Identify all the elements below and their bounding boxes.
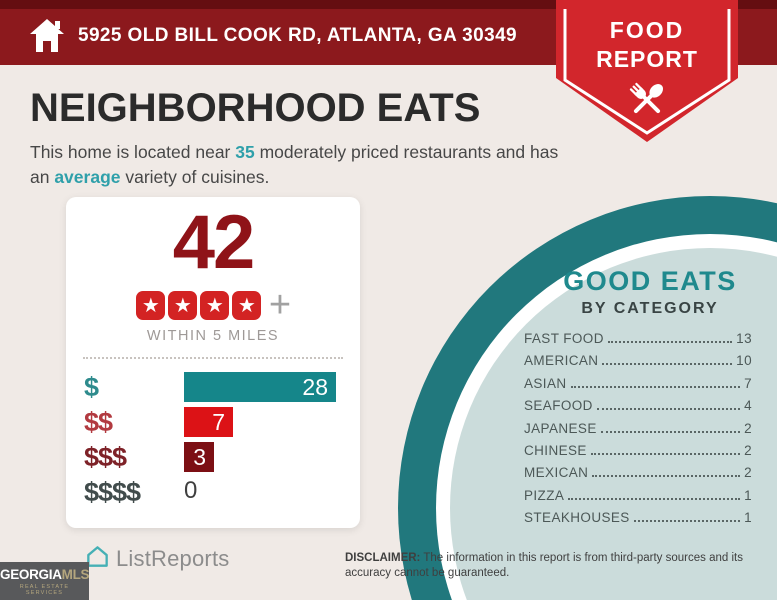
restaurant-count: 35 bbox=[235, 142, 255, 162]
price-tier-label: $ bbox=[84, 371, 99, 402]
bar-value: 3 bbox=[193, 443, 206, 470]
category-label: MEXICAN bbox=[524, 465, 589, 481]
dotted-leader bbox=[602, 363, 733, 366]
good-eats-header: GOOD EATS BY CATEGORY bbox=[500, 266, 777, 318]
home-icon bbox=[28, 16, 66, 61]
property-address: 5925 OLD BILL COOK RD, ATLANTA, GA 30349 bbox=[78, 25, 518, 46]
ribbon-shape bbox=[556, 0, 738, 142]
category-row: SEAFOOD 4 bbox=[524, 398, 752, 420]
category-row: CHINESE 2 bbox=[524, 443, 752, 465]
disclaimer-label: DISCLAIMER: bbox=[345, 552, 421, 564]
bar-row: $$ 7 bbox=[84, 407, 342, 437]
listreports-wordmark: ListReports bbox=[116, 546, 230, 571]
category-label: PIZZA bbox=[524, 487, 565, 503]
bar-track: 28 bbox=[184, 372, 342, 402]
category-count: 13 bbox=[736, 331, 752, 346]
badge-line2: REPORT bbox=[596, 46, 698, 72]
category-row: ASIAN 7 bbox=[524, 376, 752, 398]
bar-row: $ 28 bbox=[84, 372, 342, 402]
bar-row: $$$ 3 bbox=[84, 442, 342, 472]
dotted-leader bbox=[570, 385, 741, 388]
category-label: AMERICAN bbox=[524, 353, 599, 369]
category-label: SEAFOOD bbox=[524, 398, 593, 414]
star-icon: ★ bbox=[200, 291, 230, 320]
mls-name-part2: MLS bbox=[61, 567, 90, 582]
bar: 3 bbox=[184, 442, 214, 472]
price-tier-label: $$ bbox=[84, 406, 113, 437]
category-row: FAST FOOD 13 bbox=[524, 331, 752, 353]
bar-track: 7 bbox=[184, 407, 342, 437]
bar-value: 28 bbox=[302, 373, 328, 400]
star-icon: ★ bbox=[232, 291, 262, 320]
dotted-leader bbox=[592, 475, 741, 478]
category-count: 10 bbox=[736, 353, 752, 369]
star-rating: ★ ★ ★ ★ + bbox=[66, 284, 360, 326]
category-row: STEAKHOUSES 1 bbox=[524, 510, 752, 532]
dotted-leader bbox=[607, 341, 733, 343]
dotted-leader bbox=[568, 497, 741, 500]
bar-track: 3 bbox=[184, 442, 342, 472]
summary-post: variety of cuisines. bbox=[120, 167, 270, 187]
category-row: JAPANESE 2 bbox=[524, 421, 752, 443]
category-count: 7 bbox=[744, 375, 752, 391]
mls-name-part1: GEORGIA bbox=[0, 567, 62, 582]
price-tier-label: $$$$ bbox=[84, 476, 141, 507]
good-eats-title: GOOD EATS bbox=[563, 266, 737, 296]
good-eats-subtitle: BY CATEGORY bbox=[581, 300, 719, 317]
category-row: AMERICAN 10 bbox=[524, 353, 752, 375]
category-row: MEXICAN 2 bbox=[524, 465, 752, 487]
bar-track: 0 bbox=[184, 477, 342, 507]
category-label: CHINESE bbox=[524, 442, 587, 458]
star-icon: ★ bbox=[136, 291, 166, 320]
price-tier-label: $$$ bbox=[84, 441, 127, 472]
disclaimer-text: The information in this report is from t… bbox=[345, 552, 743, 579]
dotted-leader bbox=[600, 430, 741, 433]
category-count: 2 bbox=[744, 442, 752, 458]
variety-rating: average bbox=[54, 167, 121, 187]
disclaimer: DISCLAIMER: The information in this repo… bbox=[345, 551, 770, 581]
dotted-leader bbox=[590, 452, 741, 455]
category-count: 2 bbox=[744, 420, 752, 436]
category-label: STEAKHOUSES bbox=[524, 510, 630, 526]
page-title: NEIGHBORHOOD EATS bbox=[30, 86, 481, 130]
category-row: PIZZA 1 bbox=[524, 488, 752, 510]
bar: 28 bbox=[184, 372, 336, 402]
bar: 7 bbox=[184, 407, 233, 437]
dotted-leader bbox=[633, 520, 741, 523]
dotted-leader bbox=[596, 408, 741, 411]
price-tier-bar-chart: $ 28 $$ 7 $$$ 3 bbox=[66, 372, 360, 507]
listreports-logo: ListReports bbox=[84, 543, 229, 575]
category-list: FAST FOOD 13 AMERICAN 10 ASIAN 7 SEAFOOD 4 J… bbox=[524, 331, 752, 533]
food-report-badge: FOOD REPORT bbox=[556, 0, 738, 143]
category-label: FAST FOOD bbox=[524, 331, 604, 346]
summary-mid: moderately priced restaurants and has an bbox=[30, 142, 559, 187]
category-count: 1 bbox=[744, 487, 752, 503]
georgia-mls-logo: GEORGIAMLS REAL ESTATE SERVICES bbox=[0, 562, 90, 600]
address-bar-top-strip bbox=[0, 0, 777, 9]
bar-value-zero: 0 bbox=[184, 477, 198, 504]
summary-pre: This home is located near bbox=[30, 142, 236, 162]
summary-sentence: This home is located near 35 moderately … bbox=[30, 140, 565, 190]
bar-row: $$$$ 0 bbox=[84, 477, 342, 507]
category-label: ASIAN bbox=[524, 375, 567, 391]
restaurant-score-card: 42 ★ ★ ★ ★ + WITHIN 5 MILES $ 28 $$ bbox=[66, 197, 360, 528]
category-count: 4 bbox=[744, 398, 752, 414]
badge-text: FOOD REPORT bbox=[556, 17, 738, 73]
plus-icon: + bbox=[268, 284, 292, 326]
category-label: JAPANESE bbox=[524, 420, 597, 436]
dotted-divider bbox=[83, 357, 343, 359]
bar-value: 7 bbox=[212, 408, 225, 435]
badge-line1: FOOD bbox=[609, 17, 685, 43]
mls-tagline: REAL ESTATE SERVICES bbox=[19, 584, 70, 596]
category-count: 2 bbox=[744, 465, 752, 481]
category-count: 1 bbox=[744, 510, 752, 526]
radius-label: WITHIN 5 MILES bbox=[146, 328, 280, 344]
star-icon: ★ bbox=[168, 291, 198, 320]
georgia-mls-wordmark: GEORGIAMLS bbox=[0, 567, 90, 582]
restaurant-count-big: 42 bbox=[172, 200, 256, 285]
